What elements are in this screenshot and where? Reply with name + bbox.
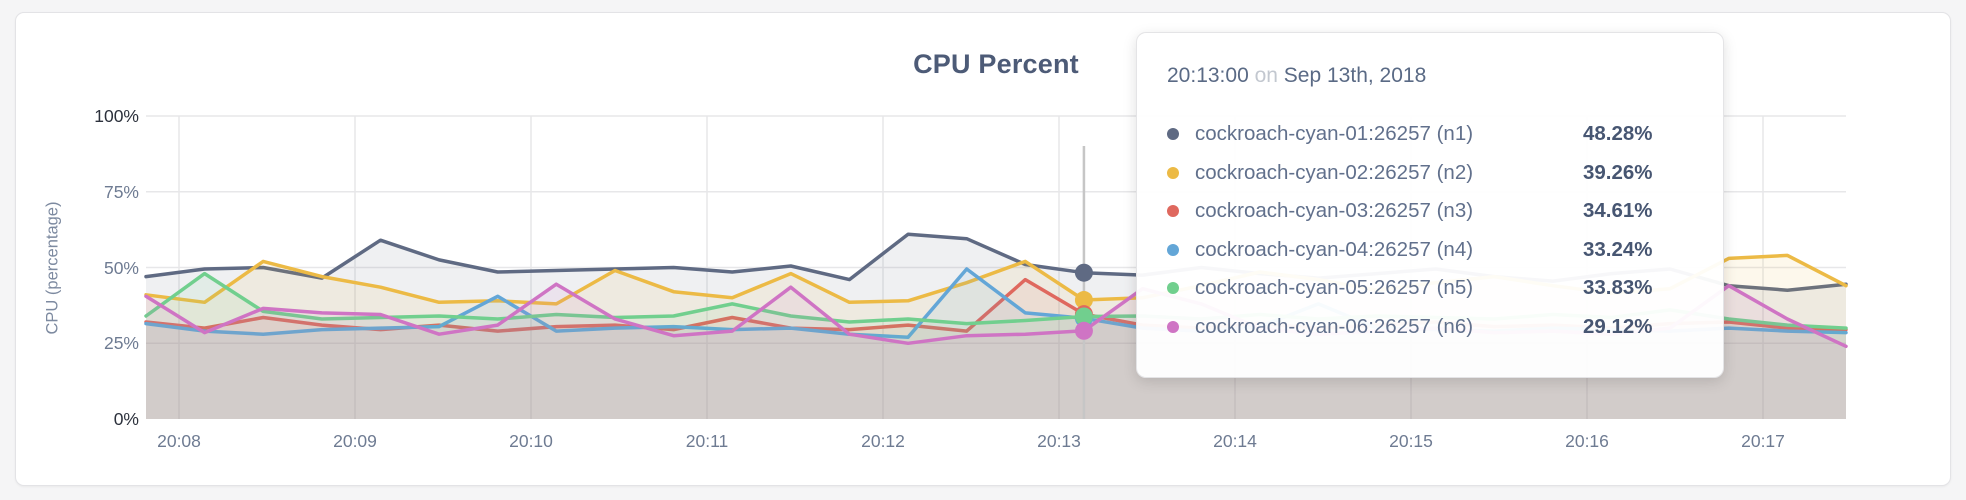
- hover-dot-n2: [1074, 291, 1093, 310]
- series-color-dot-icon: [1167, 243, 1179, 256]
- series-value: 48.28%: [1583, 122, 1653, 146]
- x-tick-label: 20:17: [1741, 431, 1785, 451]
- series-area-n4: [146, 269, 1846, 419]
- series-value: 33.83%: [1583, 276, 1653, 300]
- tooltip-series-row: cockroach-cyan-06:26257 (n6) 29.12%: [1167, 308, 1693, 347]
- y-tick-label: 100%: [94, 106, 139, 126]
- series-value: 34.61%: [1583, 199, 1653, 223]
- x-tick-label: 20:09: [333, 431, 377, 451]
- cpu-percent-plot[interactable]: [144, 115, 1848, 419]
- chart-title: CPU Percent: [913, 49, 1079, 79]
- hover-dot-n6: [1074, 321, 1093, 340]
- tooltip-date: Sep 13th, 2018: [1283, 64, 1427, 87]
- series-name: cockroach-cyan-06:26257 (n6): [1195, 314, 1474, 338]
- x-tick-label: 20:10: [509, 431, 553, 451]
- hover-tooltip: 20:13:00 on Sep 13th, 2018 cockroach-cya…: [1136, 32, 1724, 378]
- series-area-n6: [146, 284, 1846, 419]
- series-color-dot-icon: [1167, 128, 1179, 141]
- series-name: cockroach-cyan-04:26257 (n4): [1195, 237, 1474, 261]
- series-color-dot-icon: [1167, 205, 1179, 218]
- tooltip-conjunction: on: [1254, 64, 1278, 87]
- cpu-percent-chart-card: CPU Percent CPU (percentage) 100% 75% 50% 2…: [15, 12, 1951, 486]
- x-tick-label: 20:15: [1389, 431, 1433, 451]
- tooltip-header: 20:13:00 on Sep 13th, 2018: [1167, 59, 1693, 93]
- y-tick-label: 25%: [103, 333, 139, 354]
- tooltip-series-row: cockroach-cyan-03:26257 (n3) 34.61%: [1167, 192, 1693, 231]
- series-name: cockroach-cyan-02:26257 (n2): [1195, 160, 1474, 184]
- tooltip-series-row: cockroach-cyan-05:26257 (n5) 33.83%: [1167, 269, 1693, 308]
- series-area-n3: [146, 279, 1846, 419]
- series-color-dot-icon: [1167, 166, 1179, 179]
- tooltip-series-row: cockroach-cyan-04:26257 (n4) 33.24%: [1167, 231, 1693, 270]
- series-value: 29.12%: [1583, 314, 1653, 338]
- y-tick-label: 0%: [113, 409, 139, 429]
- tooltip-series-list: cockroach-cyan-01:26257 (n1) 48.28% cockro…: [1167, 115, 1693, 346]
- series-color-dot-icon: [1167, 282, 1179, 295]
- y-tick-label: 75%: [103, 181, 139, 202]
- series-name: cockroach-cyan-01:26257 (n1): [1195, 122, 1474, 146]
- series-value: 39.26%: [1583, 160, 1653, 184]
- x-tick-label: 20:14: [1213, 431, 1257, 451]
- tooltip-time: 20:13:00: [1167, 64, 1249, 87]
- hover-dot-n5: [1074, 307, 1093, 326]
- tooltip-series-row: cockroach-cyan-01:26257 (n1) 48.28%: [1167, 115, 1693, 154]
- series-name: cockroach-cyan-05:26257 (n5): [1195, 276, 1474, 300]
- series-value: 33.24%: [1583, 237, 1653, 261]
- hover-dot-n1: [1074, 263, 1093, 282]
- x-tick-label: 20:13: [1037, 431, 1081, 451]
- tooltip-series-row: cockroach-cyan-02:26257 (n2) 39.26%: [1167, 154, 1693, 193]
- x-tick-label: 20:11: [685, 431, 729, 451]
- series-color-dot-icon: [1167, 320, 1179, 333]
- x-tick-label: 20:16: [1565, 431, 1609, 451]
- x-tick-label: 20:08: [157, 431, 201, 451]
- y-tick-label: 50%: [103, 257, 139, 278]
- series-name: cockroach-cyan-03:26257 (n3): [1195, 199, 1474, 223]
- series-area-n5: [146, 273, 1846, 419]
- x-tick-label: 20:12: [861, 431, 905, 451]
